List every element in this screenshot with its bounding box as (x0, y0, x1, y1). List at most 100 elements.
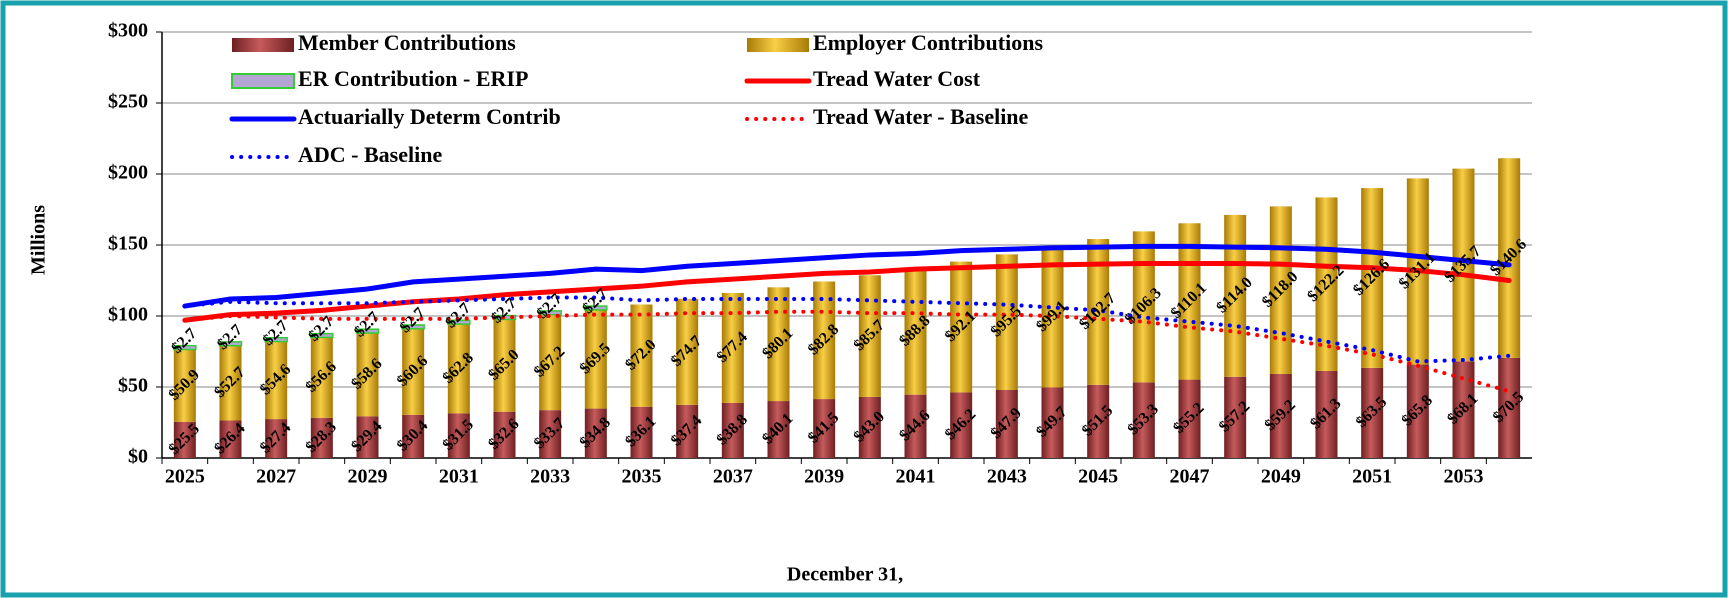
bar-segment (584, 309, 607, 409)
bar-segment (264, 336, 288, 343)
bar-segment (1452, 168, 1475, 362)
x-tick-label: 2051 (1352, 466, 1392, 488)
bar-segment (1178, 379, 1201, 458)
bar-segment (1452, 361, 1475, 458)
bar-segment (447, 324, 470, 414)
bar-segment (218, 341, 243, 347)
legend-label: Tread Water - Baseline (813, 104, 1029, 129)
bar-segment (1498, 357, 1521, 458)
x-tick-label: 2049 (1261, 466, 1301, 488)
bar-segment (1087, 384, 1110, 458)
bar-segment (1315, 197, 1338, 371)
bar-segment (950, 392, 973, 458)
legend-label: Actuarially Determ Contrib (298, 104, 561, 129)
bar-segment (721, 292, 744, 403)
x-tick-label: 2035 (622, 466, 662, 488)
legend-swatch (231, 73, 295, 89)
y-tick-label: $150 (108, 233, 148, 255)
bar-segment (721, 402, 744, 458)
bar-segment (995, 254, 1018, 390)
bar-segment (1498, 158, 1521, 358)
bar-segment (173, 344, 197, 351)
legend-label: Tread Water Cost (813, 66, 981, 91)
y-tick-label: $300 (108, 20, 148, 42)
bar-segment (493, 319, 516, 412)
x-tick-label: 2029 (348, 466, 388, 488)
bar-segment (630, 304, 653, 407)
y-tick-label: $0 (128, 446, 148, 468)
bar-segment (173, 421, 196, 458)
bar-segment (1041, 246, 1064, 388)
bar-segment (858, 396, 881, 458)
bar-segment (1361, 188, 1384, 368)
y-tick-label: $50 (118, 375, 148, 397)
x-tick-label: 2037 (713, 466, 753, 488)
legend-label: ADC - Baseline (298, 142, 442, 167)
bar-segment (813, 399, 836, 458)
bar-segment (355, 328, 380, 334)
y-tick-label: $250 (108, 91, 148, 113)
y-tick-label: $100 (108, 304, 148, 326)
bar-segment (538, 310, 562, 316)
bar-segment (356, 416, 379, 458)
bar-segment (858, 275, 881, 397)
x-tick-label: 2045 (1078, 466, 1118, 488)
x-tick-label: 2025 (165, 466, 205, 488)
x-tick-label: 2033 (530, 466, 570, 488)
bar-segment (767, 287, 790, 402)
bar-segment (1406, 364, 1429, 458)
bar-segment (219, 345, 242, 421)
bar-segment (767, 401, 790, 458)
bar-segment (219, 420, 242, 458)
legend-label: ER Contribution - ERIP (298, 66, 528, 91)
x-axis-label: December 31, (787, 564, 903, 586)
bar-segment (356, 333, 379, 417)
line (182, 295, 1512, 364)
bar-segment (310, 332, 334, 339)
line (182, 309, 1512, 394)
legend-swatch (747, 38, 809, 52)
y-axis-label: Millions (28, 205, 50, 275)
bar-segment (1087, 239, 1110, 385)
x-tick-label: 2039 (804, 466, 844, 488)
line (182, 260, 1512, 323)
legend-label: Employer Contributions (813, 30, 1043, 55)
bar-segment (1041, 387, 1064, 458)
bar-segment (447, 413, 470, 458)
legend-swatch (232, 38, 294, 52)
x-tick-label: 2041 (896, 466, 936, 488)
bar-segment (1361, 367, 1384, 458)
legend-label: Member Contributions (298, 30, 516, 55)
bar-segment (676, 298, 699, 405)
x-tick-label: 2043 (987, 466, 1027, 488)
bar-segment (539, 314, 562, 411)
bar-segment (1132, 382, 1155, 458)
bar-segment (584, 305, 608, 311)
bar-segment (676, 404, 699, 458)
bar-segment (539, 410, 562, 458)
bar-segment (904, 394, 927, 458)
bar-segment (402, 328, 425, 415)
bar-segment (1224, 376, 1247, 458)
bar-segment (1315, 370, 1338, 458)
x-tick-label: 2027 (256, 466, 296, 488)
x-tick-label: 2031 (439, 466, 479, 488)
bar-segment (401, 324, 425, 330)
y-tick-label: $200 (108, 162, 148, 184)
bar-segment (265, 419, 288, 458)
bar-segment (493, 411, 516, 458)
bar-segment (630, 406, 653, 458)
bar-segment (584, 408, 607, 458)
bar-segment (265, 341, 288, 420)
bar-segment (950, 261, 973, 393)
x-tick-label: 2053 (1444, 466, 1484, 488)
bar-segment (1269, 373, 1292, 458)
bar-segment (1224, 214, 1247, 377)
bar-segment (173, 349, 196, 422)
bar-segment (1132, 231, 1155, 383)
bar-segment (402, 414, 425, 458)
line (182, 243, 1512, 309)
bar-segment (995, 389, 1018, 458)
